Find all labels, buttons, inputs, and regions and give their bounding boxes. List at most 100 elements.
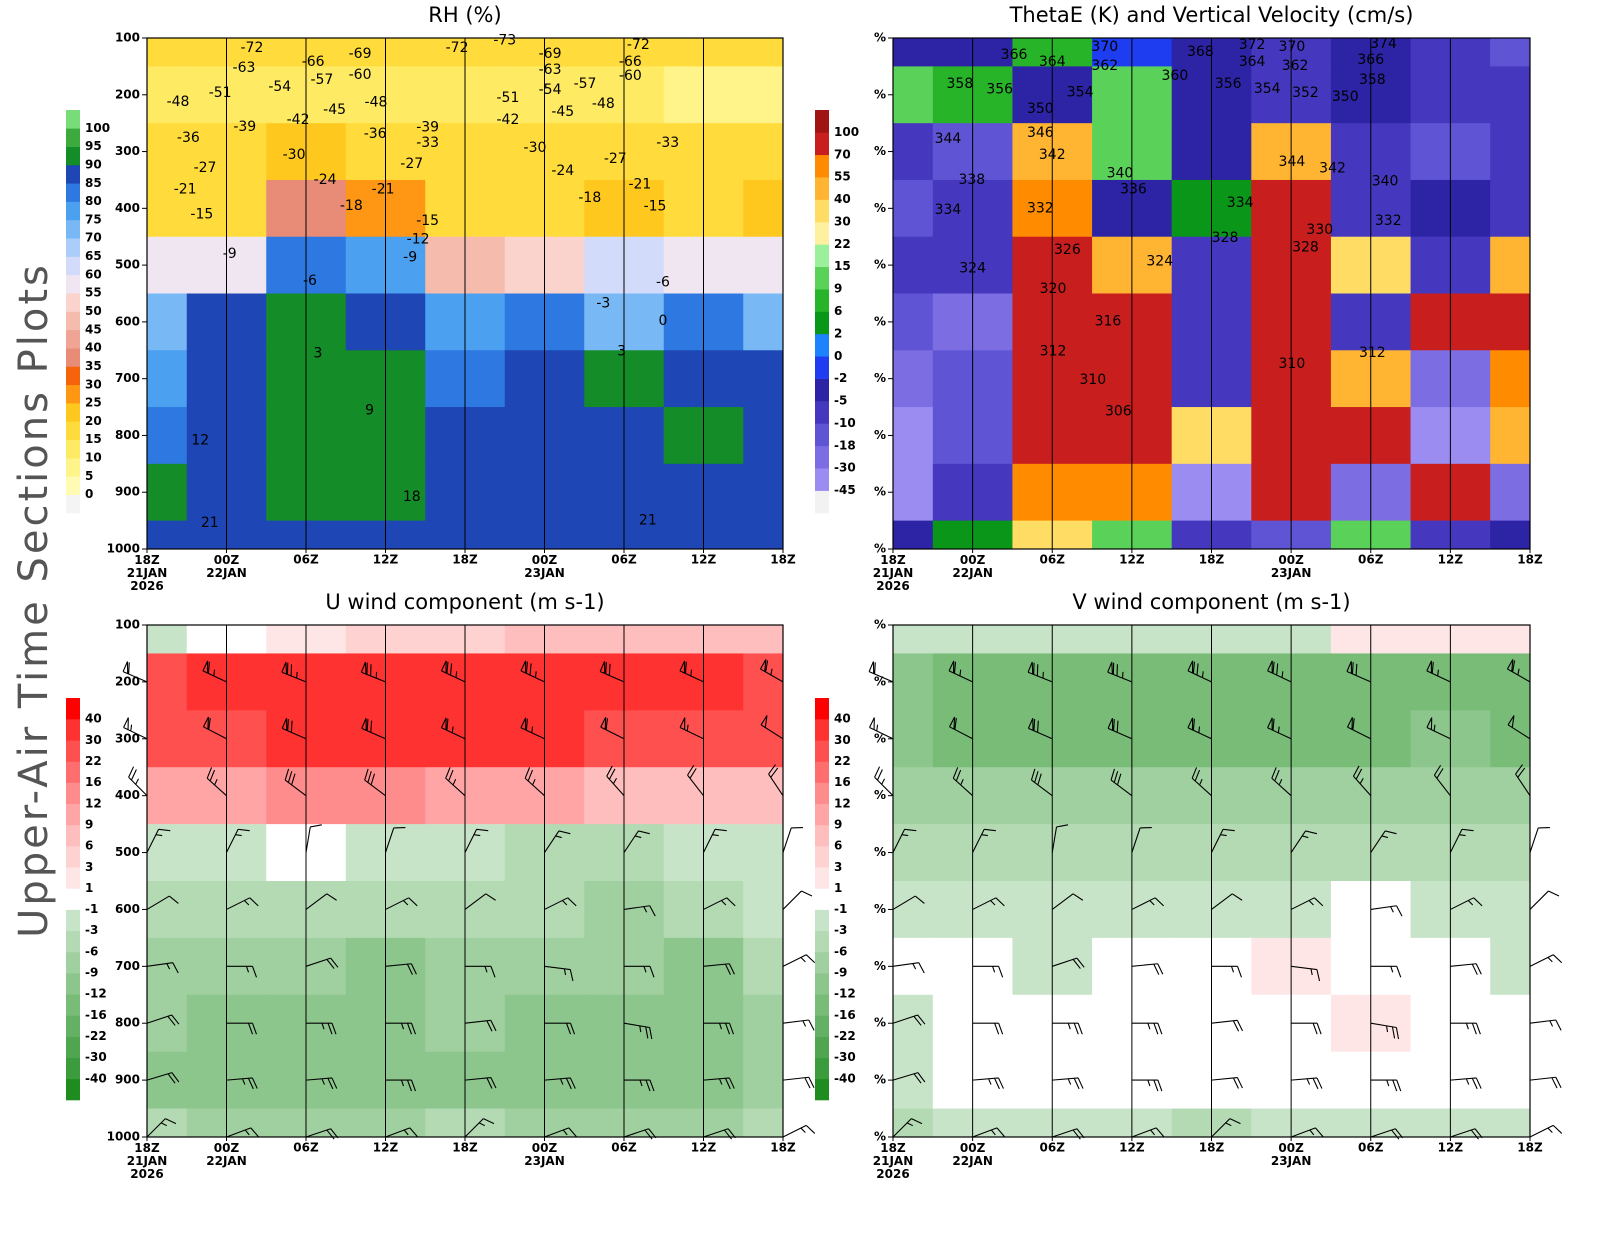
- contour-label: -24: [551, 163, 574, 179]
- wind-barb: [972, 965, 1004, 978]
- wind-barb: [464, 828, 489, 853]
- colorbar-label: 100: [85, 121, 110, 135]
- wind-barb: [1450, 897, 1483, 910]
- wind-barb: [782, 1019, 815, 1031]
- wind-barb: [703, 897, 736, 910]
- wind-barb: [972, 1127, 1005, 1138]
- wind-barb: [1450, 1077, 1482, 1090]
- wind-barb: [868, 661, 894, 683]
- contour-label: 340: [1107, 166, 1134, 182]
- field-cell: [147, 179, 188, 238]
- colorbar-box: [815, 356, 829, 379]
- x-tick-label: 12Z: [1438, 1141, 1464, 1155]
- colorbar-box: [66, 846, 80, 868]
- wind-barb: [385, 897, 418, 910]
- y-tick-label: %: [874, 1073, 886, 1087]
- x-tick-label: 18Z 21JAN 2026: [127, 1141, 168, 1181]
- wind-barb: [599, 661, 625, 683]
- colorbar-box: [66, 761, 80, 783]
- x-tick-label: 18Z: [1199, 1141, 1225, 1155]
- field-cell: [893, 653, 934, 711]
- field-cell: [893, 463, 934, 522]
- wind-barb: [623, 1022, 653, 1040]
- wind-barb: [1211, 965, 1243, 978]
- colorbar-box: [66, 867, 80, 889]
- colorbar-box: [815, 490, 829, 514]
- field-cell: [743, 1051, 784, 1110]
- y-tick-label: 700: [115, 959, 140, 973]
- contour-label: 350: [1332, 89, 1359, 105]
- wind-barb: [892, 1118, 923, 1138]
- y-tick-label: 600: [115, 902, 140, 916]
- colorbar-box: [815, 1057, 829, 1080]
- x-tick-label: 00Z 22JAN: [952, 553, 993, 580]
- y-tick-label: %: [874, 959, 886, 973]
- wind-barb: [1291, 1022, 1322, 1035]
- wind-barb: [465, 965, 496, 978]
- colorbar-box: [66, 348, 80, 367]
- x-tick-label: 00Z 22JAN: [206, 1141, 247, 1168]
- colorbar-box: [815, 740, 829, 762]
- wind-barb: [1110, 768, 1133, 797]
- colorbar-label: -40: [834, 1071, 856, 1085]
- contour-label: 334: [1227, 195, 1254, 211]
- y-tick-label: %: [874, 618, 886, 632]
- field-cell: [893, 1108, 934, 1138]
- colorbar-box: [66, 439, 80, 459]
- x-tick-label: 18Z: [452, 1141, 478, 1155]
- x-tick-label: 06Z: [611, 553, 637, 567]
- wind-barb: [226, 1127, 259, 1138]
- wind-barb: [1529, 1019, 1562, 1031]
- contour-label: -57: [574, 76, 597, 92]
- colorbar-label: -3: [85, 923, 98, 937]
- field-cell: [147, 66, 188, 124]
- colorbar-label: -5: [834, 394, 847, 408]
- wind-barb: [1187, 660, 1212, 683]
- wind-barb: [892, 1072, 926, 1084]
- colorbar-label: 35: [85, 359, 102, 373]
- colorbar-box: [66, 698, 80, 720]
- contour-label: 21: [639, 513, 657, 529]
- colorbar-box: [815, 199, 829, 223]
- colorbar-label: 40: [85, 712, 102, 726]
- chart-title: ThetaE (K) and Vertical Velocity (cm/s): [1009, 3, 1414, 27]
- colorbar-box: [815, 110, 829, 133]
- y-tick-label: 300: [115, 731, 140, 745]
- colorbar-box: [66, 1036, 80, 1058]
- x-tick-label: 12Z: [1119, 1141, 1145, 1155]
- field-cell: [147, 881, 188, 939]
- colorbar-box: [66, 219, 80, 239]
- wind-barb: [892, 895, 925, 910]
- contour-label: 316: [1095, 313, 1122, 329]
- wind-barb: [146, 962, 179, 974]
- wind-barb: [972, 1022, 1004, 1035]
- wind-barb: [305, 1128, 339, 1140]
- colorbar-label: 65: [85, 249, 102, 263]
- colorbar-label: 22: [834, 237, 851, 251]
- wind-barb: [520, 717, 545, 740]
- wind-barb: [624, 965, 655, 978]
- field-cell: [147, 824, 188, 882]
- contour-label: 360: [1162, 68, 1189, 84]
- colorbar-box: [66, 1078, 80, 1101]
- y-tick-label: 300: [115, 144, 140, 158]
- y-tick-label: %: [874, 542, 886, 556]
- x-tick-label: 18Z: [770, 553, 796, 567]
- contour-label: 328: [1292, 240, 1319, 256]
- contour-label: -57: [310, 72, 333, 88]
- colorbar-label: 1: [85, 881, 93, 895]
- field-cell: [743, 293, 784, 351]
- colorbar-label: -22: [85, 1029, 107, 1043]
- colorbar-box: [66, 403, 80, 422]
- field-cell: [1490, 824, 1531, 882]
- wind-barb: [464, 893, 496, 910]
- contour-label: -12: [407, 232, 430, 248]
- wind-barb: [440, 660, 466, 683]
- wind-barb: [1131, 827, 1152, 853]
- x-tick-label: 06Z: [611, 1141, 637, 1155]
- wind-barb: [703, 1128, 736, 1140]
- y-tick-label: 100: [115, 31, 140, 45]
- contour-label: 312: [1359, 345, 1386, 361]
- y-tick-label: %: [874, 731, 886, 745]
- wind-barb: [1290, 830, 1318, 853]
